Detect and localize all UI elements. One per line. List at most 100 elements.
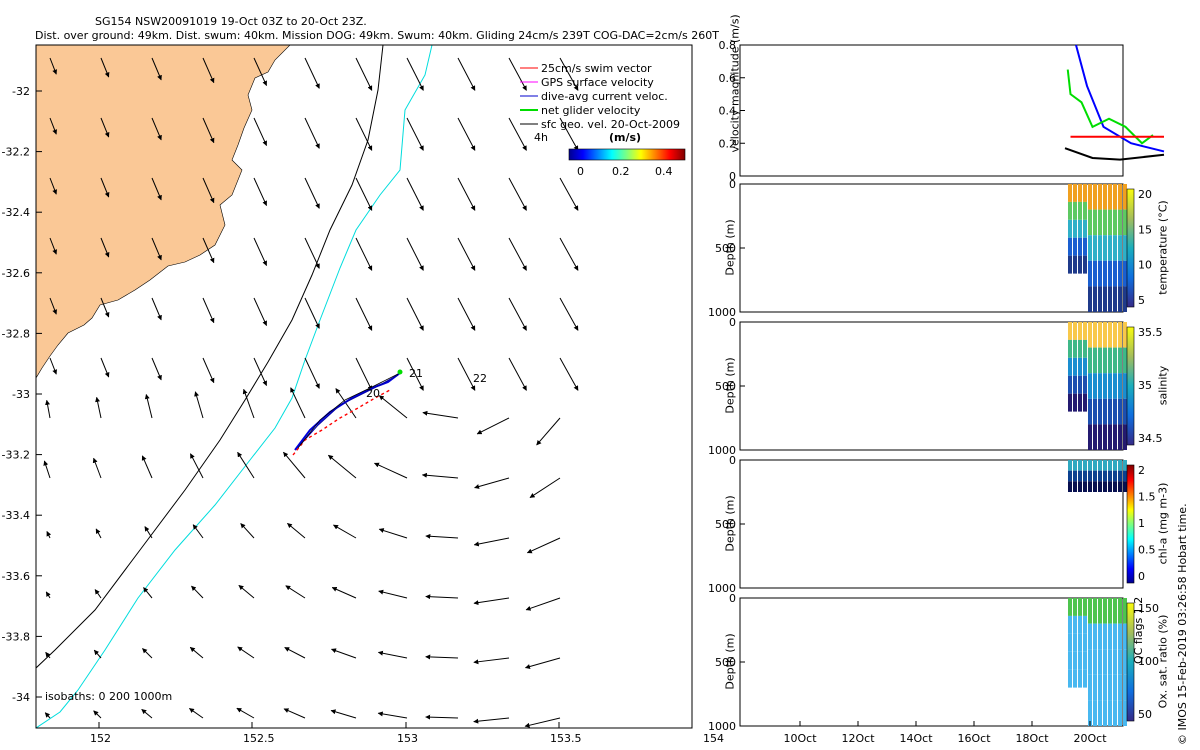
profile-cell	[1108, 674, 1112, 701]
profile-cell	[1073, 481, 1077, 492]
profile-cell	[1083, 357, 1087, 376]
profile-cell	[1108, 398, 1112, 425]
profile-cell	[1103, 286, 1107, 312]
profile-cell	[1068, 633, 1072, 652]
profile-cell	[1118, 260, 1122, 287]
isobath-200m	[36, 45, 433, 728]
profile-cell	[1103, 322, 1107, 348]
profile-cell	[1123, 674, 1127, 701]
profile-cell	[1083, 375, 1087, 394]
profile-cell	[1118, 598, 1122, 624]
profile-cell	[1073, 633, 1077, 652]
profile-cell	[1103, 598, 1107, 624]
profile-cell	[1123, 649, 1127, 675]
profile-cell	[1098, 286, 1102, 312]
isobaths-text: isobaths: 0 200 1000m	[45, 690, 172, 703]
profile-cell	[1123, 373, 1127, 399]
profile-cell	[1098, 598, 1102, 624]
depth-tick: 500	[715, 656, 736, 669]
profile-cell	[1113, 481, 1117, 492]
profile-cell	[1108, 700, 1112, 726]
profile-cell	[1093, 424, 1097, 450]
cbar-label: chl-a (mg m-3)	[1156, 482, 1170, 565]
profile-cell	[1078, 615, 1082, 634]
legend-gps-velocity: GPS surface velocity	[541, 76, 654, 89]
map-xtick: 153	[397, 732, 418, 745]
profile-cell	[1093, 184, 1097, 210]
profile-cell	[1093, 481, 1097, 492]
profile-cell	[1113, 260, 1117, 287]
profile-cell	[1118, 235, 1122, 261]
profile-cell	[1098, 398, 1102, 425]
time-label-21: 21	[409, 367, 423, 380]
profile-colorbar	[1126, 326, 1135, 446]
profile-cell	[1118, 209, 1122, 236]
map-xtick: 154	[703, 732, 724, 745]
profile-cell	[1098, 700, 1102, 726]
profile-cell	[1123, 235, 1127, 261]
time-label-20: 20	[366, 387, 380, 400]
cbar-tick: 34.5	[1138, 432, 1163, 445]
map-legend: 25cm/s swim vector GPS surface velocity …	[520, 62, 680, 131]
depth-tick: 0	[729, 454, 736, 467]
profile-cell	[1098, 235, 1102, 261]
cbar-label: temperature (°C)	[1156, 200, 1170, 295]
header-line-1: SG154 NSW20091019 19-Oct 03Z to 20-Oct 2…	[95, 15, 367, 28]
time-tick: 12Oct	[841, 732, 875, 745]
profile-cell	[1118, 373, 1122, 399]
profile-cell	[1083, 237, 1087, 256]
profile-cell	[1088, 460, 1092, 471]
profile-cell	[1093, 260, 1097, 287]
profile-cell	[1078, 357, 1082, 376]
profile-cell	[1098, 322, 1102, 348]
map-ytick: -33.6	[2, 570, 30, 583]
profile-cell	[1093, 398, 1097, 425]
map-ytick: -32.4	[2, 206, 30, 219]
profile-cell	[1078, 339, 1082, 358]
profile-cell	[1108, 470, 1112, 482]
map-ytick: -32.8	[2, 327, 30, 340]
profile-cell	[1118, 286, 1122, 312]
profile-cell	[1113, 398, 1117, 425]
profile-cell	[1123, 598, 1127, 624]
profile-cell	[1088, 598, 1092, 624]
profile-cell	[1073, 470, 1077, 482]
profile-cell	[1103, 470, 1107, 482]
profile-cell	[1123, 700, 1127, 726]
profile-cell	[1083, 481, 1087, 492]
profile-cell	[1078, 237, 1082, 256]
profile-cell	[1078, 201, 1082, 220]
cbar-label: Ox. sat. ratio (%)	[1156, 614, 1170, 709]
velocity-ytick: 0	[729, 170, 736, 183]
profile-cell	[1073, 460, 1077, 471]
profile-cell	[1118, 470, 1122, 482]
profile-cell	[1108, 209, 1112, 236]
profile-cell	[1083, 470, 1087, 482]
profile-cell	[1068, 184, 1072, 202]
profile-cell	[1108, 184, 1112, 210]
profile-cell	[1093, 286, 1097, 312]
profile-cell	[1073, 393, 1077, 412]
profile-cell	[1088, 674, 1092, 701]
profile-cell	[1118, 674, 1122, 701]
profile-cell	[1118, 347, 1122, 374]
profile-cell	[1113, 649, 1117, 675]
time-tick: 18Oct	[1015, 732, 1049, 745]
profile-cell	[1103, 184, 1107, 210]
map-xtick: 153.5	[550, 732, 582, 745]
profile-cell	[1088, 260, 1092, 287]
profile-cell	[1108, 424, 1112, 450]
profile-cell	[1093, 322, 1097, 348]
map-frame	[35, 44, 693, 729]
profile-cell	[1078, 633, 1082, 652]
map-ytick: -32	[12, 85, 30, 98]
profile-cell	[1078, 255, 1082, 274]
map-ytick: -33.8	[2, 630, 30, 643]
depth-tick: 0	[729, 178, 736, 191]
profile-cell	[1068, 322, 1072, 340]
map-ticks: 152 152.5 153 153.5 154 -32 -32.2 -32.4 -32.6 -32…	[2, 85, 724, 745]
profile-cell	[1088, 481, 1092, 492]
profile-cell	[1073, 237, 1077, 256]
profile-cell	[1113, 470, 1117, 482]
profile-cell	[1088, 700, 1092, 726]
